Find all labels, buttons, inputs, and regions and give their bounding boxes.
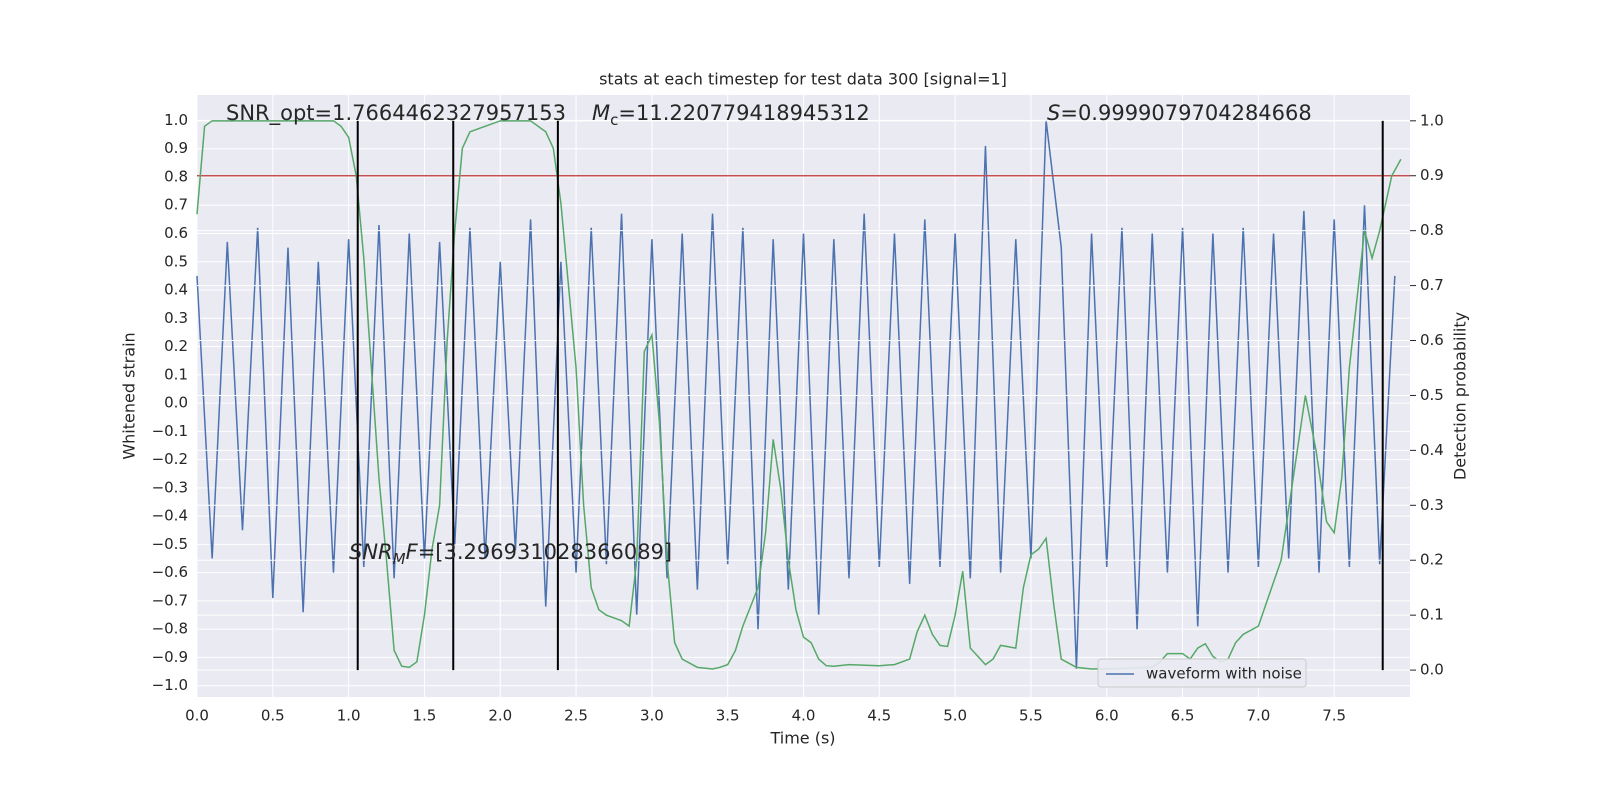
y2-tick-label: 0.1 <box>1420 606 1444 624</box>
annotation-part: SNR_opt=1.7664462327957153 <box>226 101 566 126</box>
y-tick-label: −0.7 <box>152 591 188 609</box>
y2-tick-label: 0.8 <box>1420 221 1444 239</box>
y-tick-label: −0.3 <box>152 478 188 496</box>
x-tick-label: 0.0 <box>185 707 209 725</box>
annotation: S=0.9999079704284668 <box>1047 101 1312 125</box>
x-tick-label: 1.5 <box>413 707 437 725</box>
x-tick-label: 0.5 <box>261 707 285 725</box>
x-tick-label: 2.5 <box>564 707 588 725</box>
y2-axis-label: Detection probability <box>1451 312 1470 480</box>
y2-tick-label: 1.0 <box>1420 111 1444 129</box>
y-tick-label: 0.0 <box>164 394 188 412</box>
y2-tick-label: 0.2 <box>1420 551 1444 569</box>
y2-tick-label: 0.6 <box>1420 331 1444 349</box>
x-tick-label: 4.0 <box>792 707 816 725</box>
y-tick-label: 0.3 <box>164 309 188 327</box>
annotation-part: S <box>1047 101 1060 125</box>
annotation-part: M <box>393 550 406 568</box>
x-tick-label: 3.5 <box>716 707 740 725</box>
annotation-part: SNR <box>349 540 393 564</box>
y-tick-label: 0.6 <box>164 224 188 242</box>
y2-tick-label: 0.7 <box>1420 276 1444 294</box>
y-tick-label: −0.5 <box>152 535 188 553</box>
annotation: SNR_opt=1.7664462327957153 <box>226 101 566 126</box>
x-tick-label: 5.0 <box>943 707 967 725</box>
y-tick-label: 0.9 <box>164 139 188 157</box>
x-tick-label: 6.0 <box>1095 707 1119 725</box>
x-tick-label: 3.0 <box>640 707 664 725</box>
x-tick-label: 2.0 <box>488 707 512 725</box>
y-tick-label: −0.6 <box>152 563 188 581</box>
y-tick-label: −0.1 <box>152 422 188 440</box>
annotation-part: =[3.296931028366089] <box>418 540 672 564</box>
y2-tick-label: 0.3 <box>1420 496 1444 514</box>
legend-label: waveform with noise <box>1146 665 1302 683</box>
x-tick-label: 7.5 <box>1322 707 1346 725</box>
annotation-part: =11.220779418945312 <box>618 101 869 125</box>
annotation-part: F <box>406 540 419 564</box>
annotation-part: M <box>592 101 610 125</box>
y-axis-label: Whitened strain <box>120 332 139 459</box>
y-tick-label: −0.4 <box>152 507 188 525</box>
y2-tick-label: 0.4 <box>1420 441 1444 459</box>
y-tick-label: 0.7 <box>164 196 188 214</box>
y2-tick-label: 0.9 <box>1420 166 1444 184</box>
x-tick-label: 1.0 <box>337 707 361 725</box>
legend-box <box>1097 658 1307 688</box>
y-tick-label: 0.8 <box>164 167 188 185</box>
annotation-part: c <box>610 111 618 129</box>
annotation-part: =0.9999079704284668 <box>1060 101 1311 125</box>
y-tick-label: −0.2 <box>152 450 188 468</box>
y2-tick-label: 0.5 <box>1420 386 1444 404</box>
y-tick-label: −0.9 <box>152 648 188 666</box>
series-line <box>196 120 1402 670</box>
x-tick-label: 6.5 <box>1171 707 1195 725</box>
x-tick-label: 5.5 <box>1019 707 1043 725</box>
x-axis-label: Time (s) <box>769 729 835 748</box>
y2-tick-label: 0.0 <box>1420 661 1444 679</box>
y-tick-label: 0.1 <box>164 365 188 383</box>
chart-title: stats at each timestep for test data 300… <box>599 70 1007 89</box>
annotation: Mc=11.220779418945312 <box>592 101 870 129</box>
y-tick-label: 0.5 <box>164 252 188 270</box>
y-tick-label: 0.4 <box>164 281 188 299</box>
x-tick-label: 4.5 <box>867 707 891 725</box>
y-tick-label: 1.0 <box>164 111 188 129</box>
y-tick-label: −0.8 <box>152 620 188 638</box>
annotation: SNRMF=[3.296931028366089] <box>349 540 672 568</box>
y-tick-label: 0.2 <box>164 337 188 355</box>
x-tick-label: 7.0 <box>1246 707 1270 725</box>
y-tick-label: −1.0 <box>152 676 188 694</box>
